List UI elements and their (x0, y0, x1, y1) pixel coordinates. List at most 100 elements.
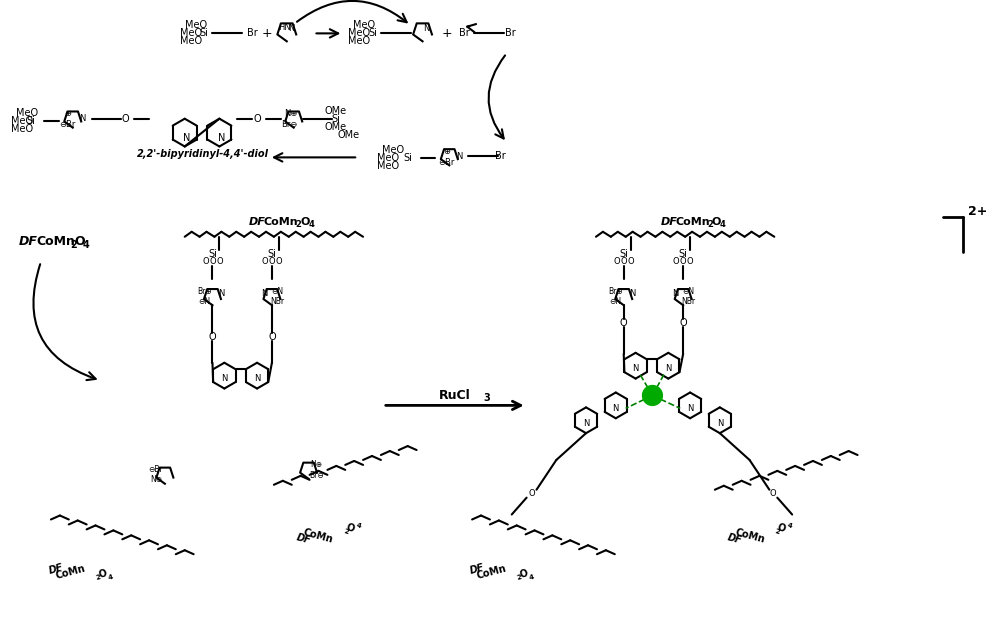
Text: N: N (254, 374, 260, 383)
Text: 2: 2 (95, 574, 101, 581)
Text: Si: Si (208, 248, 217, 259)
Text: Ru: Ru (645, 391, 660, 401)
Text: DF: DF (661, 217, 678, 227)
Text: DF: DF (468, 562, 485, 576)
Text: O: O (769, 489, 776, 498)
Text: O: O (97, 568, 108, 580)
Text: ⊖N: ⊖N (610, 297, 622, 306)
Text: NBr: NBr (270, 297, 284, 306)
Text: 4: 4 (720, 220, 726, 230)
Text: MeO: MeO (382, 145, 404, 155)
Text: Si: Si (368, 28, 377, 38)
Text: Br: Br (459, 28, 470, 38)
Text: ⊖Br: ⊖Br (60, 120, 76, 129)
Text: N⊕: N⊕ (284, 109, 298, 118)
Text: N: N (183, 133, 190, 143)
Text: O: O (673, 257, 680, 266)
Text: MeO: MeO (348, 28, 370, 38)
Text: OMe: OMe (324, 121, 346, 131)
Text: Br⊕: Br⊕ (197, 287, 212, 296)
Text: O: O (276, 257, 282, 266)
Text: O: O (262, 257, 268, 266)
Text: 4: 4 (107, 574, 114, 581)
Text: MeO: MeO (180, 36, 202, 47)
Text: MeO: MeO (11, 116, 34, 126)
Text: Si: Si (679, 248, 687, 259)
Text: MeO: MeO (377, 153, 399, 164)
Text: O: O (620, 318, 628, 328)
Text: Br⊖: Br⊖ (282, 120, 298, 129)
Text: CoMn: CoMn (303, 528, 334, 545)
Text: HN: HN (279, 23, 292, 32)
Text: N: N (424, 24, 430, 33)
Text: O: O (269, 257, 275, 266)
Text: 2: 2 (774, 528, 781, 535)
Text: +: + (442, 27, 452, 40)
Text: O: O (216, 257, 223, 266)
Text: O: O (253, 114, 261, 124)
Text: N⊕: N⊕ (150, 476, 162, 484)
Text: 4: 4 (309, 220, 314, 230)
Text: Si: Si (268, 248, 277, 259)
Text: ⊕: ⊕ (64, 109, 71, 118)
Text: O: O (613, 257, 620, 266)
Text: 3: 3 (483, 394, 490, 403)
Text: Si: Si (27, 116, 36, 126)
Text: N: N (218, 289, 224, 298)
Text: DF: DF (726, 533, 743, 546)
Text: O: O (712, 217, 721, 227)
Text: MeO: MeO (180, 28, 202, 38)
Text: N: N (583, 419, 589, 428)
Text: ⊖N: ⊖N (271, 287, 283, 296)
Text: Br: Br (495, 152, 506, 162)
Text: Si: Si (199, 28, 208, 38)
Text: O: O (345, 523, 355, 534)
Text: Br⊖: Br⊖ (310, 471, 323, 481)
Text: 2,2'-bipyridinyl-4,4'-diol: 2,2'-bipyridinyl-4,4'-diol (137, 150, 269, 159)
Text: CoMn: CoMn (733, 528, 766, 545)
Text: 4: 4 (355, 522, 361, 529)
Text: N: N (633, 364, 639, 373)
Text: 2+: 2+ (967, 206, 987, 218)
Text: MeO: MeO (353, 20, 375, 30)
Text: MeO: MeO (16, 108, 39, 118)
Text: N: N (630, 289, 636, 298)
Text: DF: DF (296, 533, 312, 546)
Text: DF: DF (249, 217, 266, 227)
Text: O: O (680, 318, 687, 328)
Text: 4: 4 (786, 522, 793, 529)
Text: O: O (519, 568, 529, 580)
Text: MeO: MeO (377, 161, 399, 171)
Text: OMe: OMe (324, 106, 346, 116)
Text: O: O (74, 235, 85, 248)
Text: O: O (209, 257, 216, 266)
Text: +: + (262, 27, 272, 40)
Text: 4: 4 (529, 574, 535, 581)
Text: ⊖Br: ⊖Br (149, 465, 164, 474)
Text: Br: Br (505, 28, 516, 38)
Text: N: N (613, 404, 619, 413)
Text: O: O (680, 257, 686, 266)
Text: N: N (686, 404, 693, 413)
Text: O: O (620, 257, 627, 266)
Text: MeO: MeO (11, 124, 34, 133)
Text: CoMn: CoMn (264, 217, 299, 227)
Text: N: N (79, 114, 86, 123)
Text: O: O (202, 257, 209, 266)
Text: N: N (665, 364, 672, 373)
Text: 2: 2 (296, 220, 302, 230)
Text: O: O (627, 257, 634, 266)
Text: O: O (121, 114, 129, 124)
Text: O: O (208, 332, 216, 342)
Text: CoMn: CoMn (55, 564, 86, 581)
Text: ⊖N: ⊖N (682, 287, 694, 296)
Text: CoMn: CoMn (476, 564, 508, 581)
Text: MeO: MeO (348, 36, 370, 47)
Text: N: N (261, 289, 267, 298)
Text: 2: 2 (707, 220, 713, 230)
Text: O: O (301, 217, 310, 227)
Text: N: N (217, 133, 225, 143)
Text: Si: Si (403, 153, 412, 164)
Text: ⊕: ⊕ (442, 147, 449, 156)
Text: ⊖Br: ⊖Br (438, 158, 454, 167)
